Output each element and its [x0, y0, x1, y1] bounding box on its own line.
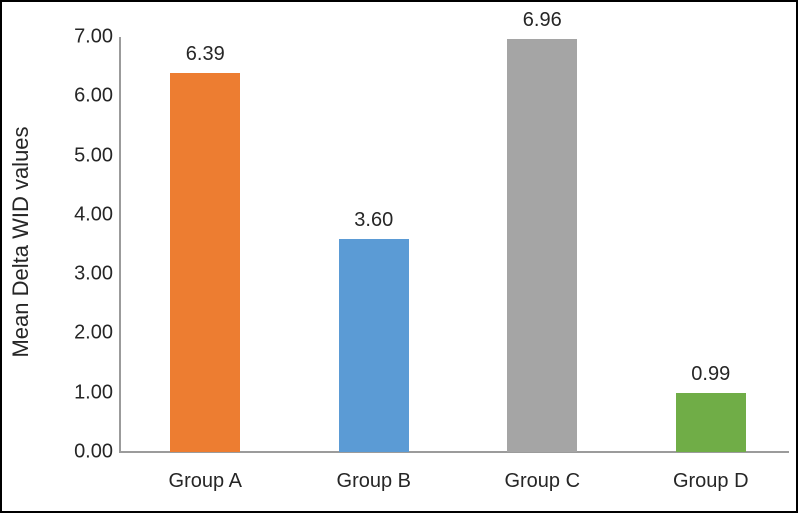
bar-value-label-group-c: 6.96 — [522, 9, 562, 32]
x-category-label-group-b: Group B — [336, 470, 411, 492]
y-tick-label: 4.00 — [74, 203, 113, 226]
y-tick-label: 0.00 — [74, 440, 113, 463]
x-axis-line — [119, 451, 789, 453]
y-tick-label: 7.00 — [74, 25, 113, 48]
y-tick-label: 5.00 — [74, 144, 113, 167]
x-category-label-group-c: Group C — [504, 470, 581, 492]
y-tick-label: 3.00 — [74, 262, 113, 285]
y-axis-line — [119, 37, 121, 453]
y-tick-label: 1.00 — [74, 381, 113, 404]
bar-group-d — [675, 393, 746, 452]
bar-group-a — [170, 73, 241, 452]
bar-value-label-group-b: 3.60 — [354, 208, 394, 231]
y-axis-title: Mean Delta WID values — [8, 126, 33, 358]
y-tick-label: 2.00 — [74, 321, 113, 344]
y-tick-label: 6.00 — [74, 84, 113, 107]
bar-group-c — [507, 39, 578, 452]
bar-group-b — [338, 238, 409, 452]
bar-value-label-group-a: 6.39 — [185, 43, 225, 66]
bar-value-label-group-d: 0.99 — [691, 363, 731, 386]
x-category-label-group-d: Group D — [672, 470, 749, 492]
x-category-label-group-a: Group A — [168, 470, 242, 492]
